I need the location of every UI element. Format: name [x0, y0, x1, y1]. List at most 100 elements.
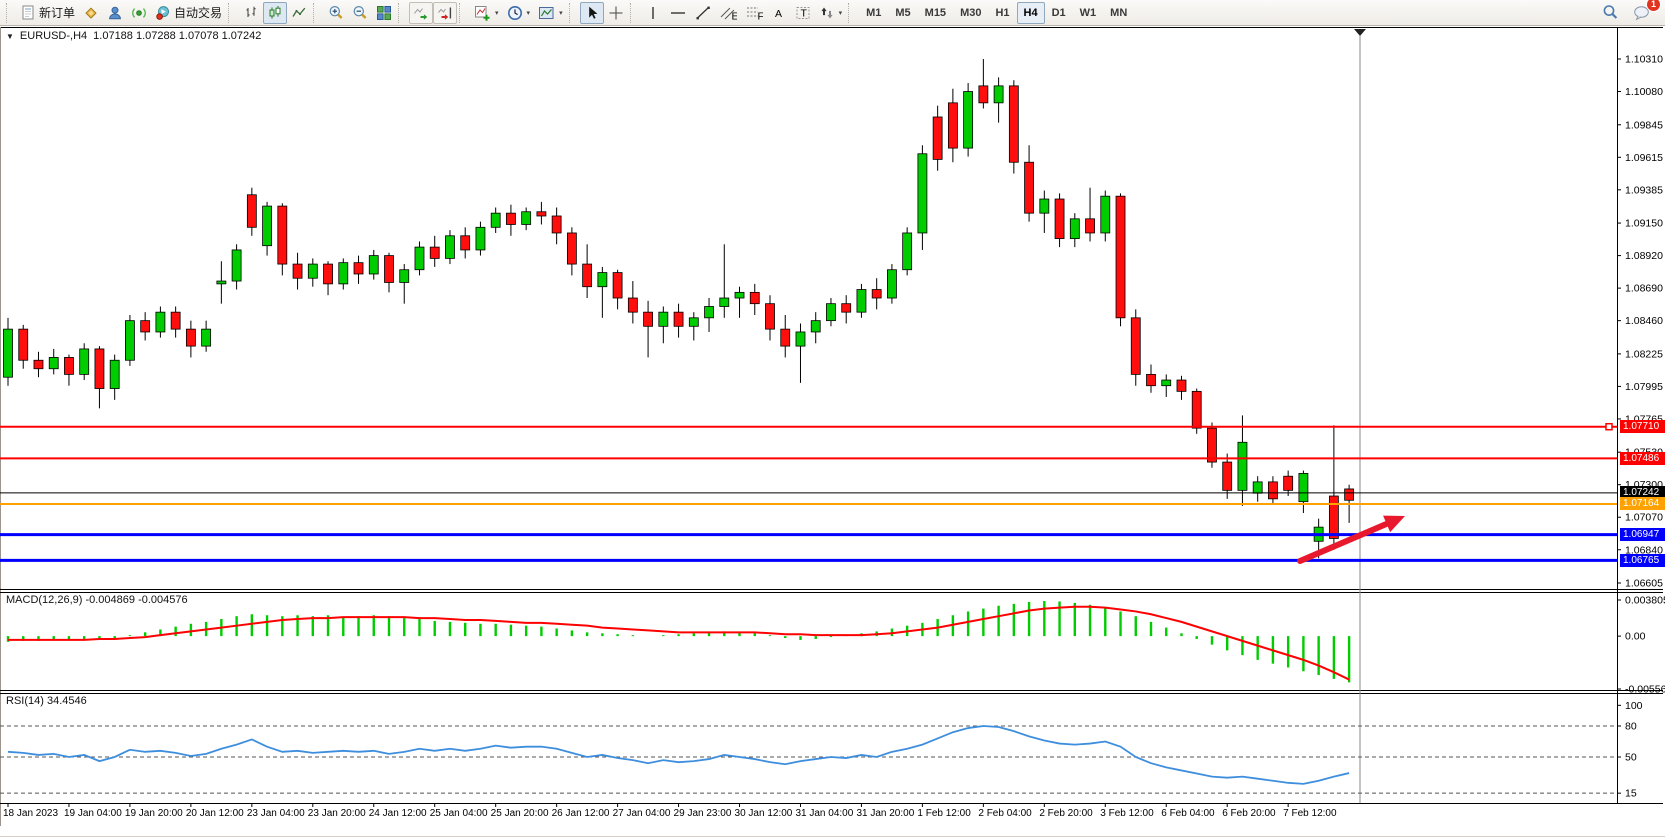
candle [1115, 193, 1126, 327]
rsi-line [7, 725, 1350, 785]
candle [566, 227, 577, 276]
horizontal-line-button[interactable] [665, 2, 691, 24]
candle [871, 278, 882, 310]
candle [1008, 80, 1019, 174]
price-label: 1.07486 [1620, 451, 1665, 465]
dropdown-caret-icon[interactable]: ▾ [559, 9, 563, 17]
line-handle[interactable] [1605, 422, 1613, 431]
arrows-button[interactable]: ▾ [815, 2, 847, 24]
candle [460, 227, 471, 259]
line-icon [291, 5, 307, 20]
tile-windows-button[interactable] [372, 2, 396, 24]
timeframe-m30-button[interactable]: M30 [960, 6, 982, 19]
toolbar-separator [568, 2, 576, 23]
new-order-button[interactable]: 新订单 [17, 2, 79, 24]
signals-button[interactable] [127, 2, 151, 24]
timeframe-h1-button[interactable]: H1 [995, 6, 1010, 19]
timeframe-w1-button[interactable]: W1 [1079, 6, 1097, 19]
auto-scroll-button[interactable] [409, 1, 434, 24]
candle [536, 201, 547, 225]
candle [1176, 375, 1187, 400]
chart-shift-marker-icon[interactable] [1354, 29, 1366, 36]
candle [978, 59, 989, 109]
candle [1085, 187, 1095, 242]
trend-icon [695, 5, 711, 21]
candle [658, 306, 669, 344]
candle [627, 281, 638, 324]
candle [155, 306, 166, 338]
search-button[interactable] [1598, 2, 1623, 24]
zoom-in-button[interactable] [324, 2, 348, 24]
timeframe-mn-button[interactable]: MN [1110, 6, 1128, 19]
timeframe-d1-button[interactable]: D1 [1051, 6, 1066, 19]
cursor-button[interactable] [579, 1, 604, 24]
channel-icon: E [719, 5, 737, 21]
time-label: 24 Jan 12:00 [368, 808, 427, 819]
templates-button[interactable]: ▾ [534, 2, 567, 24]
zoom-out-button[interactable] [348, 2, 372, 24]
timeframe-m15-button[interactable]: M15 [924, 6, 947, 19]
text-button[interactable]: A [767, 2, 791, 24]
chart-shift-button[interactable] [433, 1, 458, 24]
trendline-button[interactable] [691, 2, 715, 24]
timeframe-h4-button[interactable]: H4 [1016, 1, 1045, 24]
timeframe-m1-button[interactable]: M1 [866, 6, 882, 19]
time-label: 31 Jan 04:00 [795, 808, 854, 819]
candle [445, 230, 455, 265]
time-label: 25 Jan 20:00 [490, 808, 549, 819]
svg-text:1.06605: 1.06605 [1625, 578, 1663, 590]
notifications-button[interactable]: 1 [1629, 0, 1661, 24]
time-label: 25 Jan 04:00 [429, 808, 488, 819]
candle [109, 354, 120, 400]
text-label-button[interactable]: T [791, 2, 815, 24]
bar-chart-button[interactable] [239, 2, 263, 24]
community-button[interactable] [103, 2, 127, 24]
time-label: 3 Feb 12:00 [1100, 808, 1154, 819]
time-label: 6 Feb 20:00 [1222, 808, 1276, 819]
candle [140, 312, 151, 341]
bars-icon [243, 5, 259, 20]
timeframe-m5-button[interactable]: M5 [895, 6, 911, 19]
add-indicator-button[interactable]: ▾ [470, 2, 503, 24]
candle [1161, 374, 1172, 398]
candlestick-chart-button[interactable] [263, 1, 288, 24]
toolbar-separator [398, 2, 405, 23]
candle [810, 312, 821, 344]
vline-icon [646, 5, 660, 21]
toolbar-separator [313, 2, 320, 23]
dropdown-caret-icon[interactable]: ▾ [838, 9, 843, 17]
time-label: 27 Jan 04:00 [612, 808, 671, 819]
auto-trading-button[interactable]: 自动交易 [151, 2, 226, 24]
fibonacci-button[interactable]: F [741, 2, 767, 24]
dropdown-caret-icon[interactable]: ▾ [495, 9, 499, 17]
candle [521, 207, 532, 231]
candle [79, 343, 90, 381]
collapse-icon[interactable]: ▼ [6, 31, 14, 41]
price-label: 1.07164 [1620, 497, 1665, 511]
trend-arrow-annotation[interactable] [1297, 515, 1405, 564]
time-label: 23 Jan 20:00 [307, 808, 366, 819]
candle [1146, 364, 1156, 393]
candle [582, 244, 593, 299]
line-chart-button[interactable] [287, 2, 311, 24]
candle [1237, 415, 1248, 506]
svg-text:A: A [775, 8, 782, 20]
vertical-line-button[interactable] [641, 2, 665, 24]
svg-text:0.00: 0.00 [1625, 631, 1646, 643]
svg-text:1.08225: 1.08225 [1625, 348, 1663, 360]
dropdown-caret-icon[interactable]: ▾ [526, 9, 531, 17]
mql-market-button[interactable] [79, 2, 103, 24]
candle [307, 258, 318, 287]
svg-text:1.09150: 1.09150 [1625, 218, 1663, 230]
main-toolbar: 新订单 自动交易 ▾ ▾ ▾ E F A T ▾ M1 M5 M15 M30 H1 H4 D1 W1 MN 1 [0, 0, 1665, 26]
svg-text:F: F [757, 10, 763, 21]
chart-canvas[interactable]: 1.10310 1.10080 1.09845 1.09615 1.09385 1.091… [0, 26, 1665, 836]
candle [353, 255, 364, 284]
shapes-icon [819, 5, 835, 21]
gold-icon [83, 5, 99, 21]
template-icon [538, 5, 555, 21]
periods-button[interactable]: ▾ [503, 2, 535, 24]
time-label: 18 Jan 2023 [3, 808, 59, 819]
crosshair-button[interactable] [604, 2, 628, 24]
equidistant-channel-button[interactable]: E [715, 2, 741, 24]
